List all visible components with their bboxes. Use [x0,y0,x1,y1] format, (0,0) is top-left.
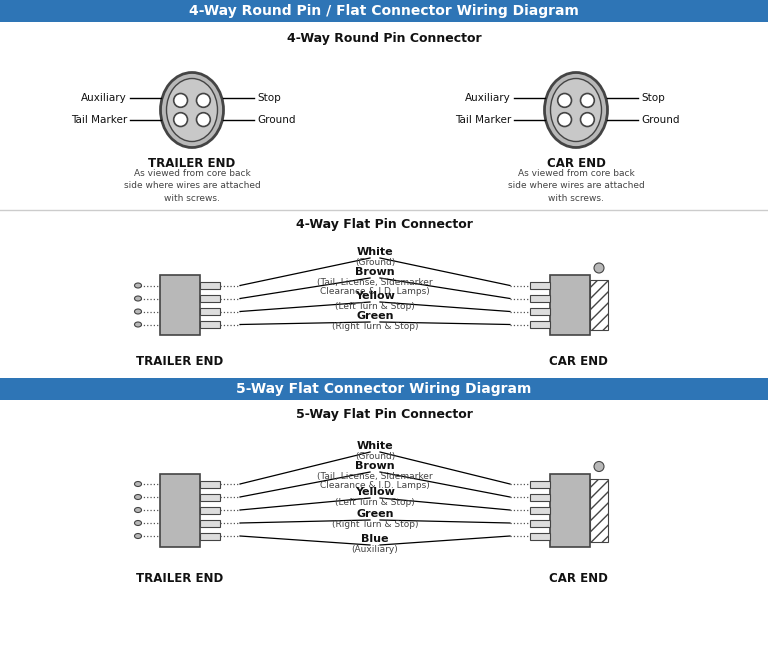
Bar [530,506,550,514]
Text: Tail Marker: Tail Marker [71,115,127,125]
Text: Clearance & I.D. Lamps): Clearance & I.D. Lamps) [320,481,430,490]
Ellipse shape [134,521,141,525]
Text: Tail Marker: Tail Marker [455,115,511,125]
Text: Auxiliary: Auxiliary [81,93,127,103]
Ellipse shape [545,73,607,148]
Bar [200,493,220,501]
Text: 4-Way Flat Pin Connector: 4-Way Flat Pin Connector [296,218,472,231]
Text: Yellow: Yellow [355,487,395,497]
Text: 4-Way Round Pin / Flat Connector Wiring Diagram: 4-Way Round Pin / Flat Connector Wiring … [189,4,579,18]
Text: 5-Way Flat Connector Wiring Diagram: 5-Way Flat Connector Wiring Diagram [237,382,531,396]
Text: Stop: Stop [641,93,665,103]
Text: 5-Way Flat Pin Connector: 5-Way Flat Pin Connector [296,408,472,421]
Text: White: White [356,441,393,451]
Circle shape [197,94,210,107]
Bar [530,519,550,526]
Bar [590,280,608,330]
Text: (Auxiliary): (Auxiliary) [352,545,399,554]
Text: Brown: Brown [355,267,395,277]
Text: White: White [356,247,393,257]
Text: Stop: Stop [257,93,281,103]
Text: Clearance & I.D. Lamps): Clearance & I.D. Lamps) [320,287,430,296]
Bar [200,532,220,540]
Circle shape [594,263,604,273]
Bar [530,480,550,488]
Ellipse shape [134,283,141,288]
Text: (Right Turn & Stop): (Right Turn & Stop) [332,322,419,331]
Circle shape [558,94,571,107]
Text: 4-Way Round Pin Connector: 4-Way Round Pin Connector [286,32,482,45]
Bar [200,321,220,328]
Ellipse shape [134,508,141,512]
Text: Blue: Blue [361,534,389,544]
Text: (Ground): (Ground) [355,452,395,461]
Circle shape [581,112,594,127]
Ellipse shape [134,495,141,499]
Bar [200,519,220,526]
Bar [0,0,768,22]
Text: CAR END: CAR END [548,355,607,368]
Text: CAR END: CAR END [547,157,605,170]
Circle shape [174,112,187,127]
Text: (Tail, License, Sidemarker: (Tail, License, Sidemarker [317,472,433,481]
Text: Ground: Ground [257,115,296,125]
Bar [530,282,550,289]
Text: (Right Turn & Stop): (Right Turn & Stop) [332,520,419,529]
Bar [590,478,608,541]
Text: Auxiliary: Auxiliary [465,93,511,103]
Circle shape [197,112,210,127]
Text: Yellow: Yellow [355,291,395,301]
Bar [200,295,220,302]
Text: As viewed from core back
side where wires are attached
with screws.: As viewed from core back side where wire… [124,169,260,203]
Text: TRAILER END: TRAILER END [148,157,236,170]
Text: Brown: Brown [355,461,395,471]
Ellipse shape [134,534,141,538]
Circle shape [174,94,187,107]
Ellipse shape [134,296,141,301]
Ellipse shape [134,322,141,327]
Bar [530,532,550,540]
Bar [530,308,550,315]
Circle shape [581,94,594,107]
Bar [530,321,550,328]
Text: (Ground): (Ground) [355,258,395,267]
Circle shape [594,462,604,471]
Text: Green: Green [356,509,394,519]
Bar [200,480,220,488]
Bar [530,493,550,501]
Bar [530,295,550,302]
Bar [550,275,590,335]
Text: Green: Green [356,311,394,321]
Ellipse shape [161,73,223,148]
Ellipse shape [134,309,141,314]
Text: Ground: Ground [641,115,680,125]
Text: TRAILER END: TRAILER END [137,355,223,368]
Ellipse shape [167,79,217,142]
Text: CAR END: CAR END [548,572,607,585]
Bar [0,378,768,400]
Text: As viewed from core back
side where wires are attached
with screws.: As viewed from core back side where wire… [508,169,644,203]
Text: (Left Turn & Stop): (Left Turn & Stop) [335,498,415,507]
Ellipse shape [551,79,601,142]
Bar [160,473,200,547]
Bar [200,308,220,315]
Circle shape [558,112,571,127]
Text: (Left Turn & Stop): (Left Turn & Stop) [335,302,415,311]
Text: TRAILER END: TRAILER END [137,572,223,585]
Bar [160,275,200,335]
Bar [200,282,220,289]
Bar [200,506,220,514]
Bar [550,473,590,547]
Ellipse shape [134,482,141,486]
Text: (Tail, License, Sidemarker: (Tail, License, Sidemarker [317,278,433,287]
